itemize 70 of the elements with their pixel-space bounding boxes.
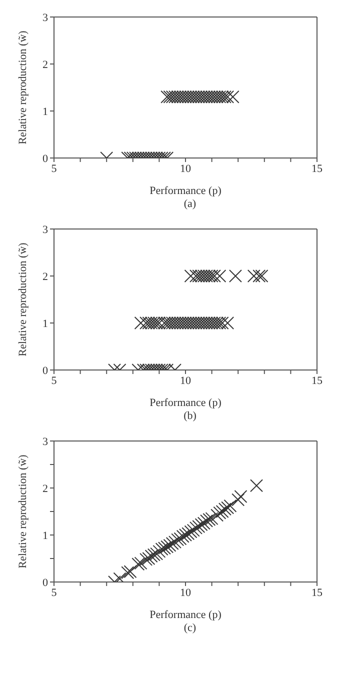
text: (a) xyxy=(182,198,198,210)
x-axis-title: Performance (p) xyxy=(150,609,222,621)
point xyxy=(163,538,176,552)
point xyxy=(174,532,187,546)
y-tick-label: 1 xyxy=(42,530,48,542)
y-tick-label: 0 xyxy=(42,152,48,165)
y-tick-label: 2 xyxy=(42,270,48,283)
point xyxy=(247,270,260,282)
y-tick-label: 1 xyxy=(42,106,48,118)
point xyxy=(213,506,226,520)
point xyxy=(221,501,234,514)
point xyxy=(252,270,266,282)
point xyxy=(140,552,153,566)
point xyxy=(160,540,174,554)
point xyxy=(192,520,206,534)
point xyxy=(171,533,184,546)
point xyxy=(234,490,248,503)
text: (c) xyxy=(182,622,198,634)
y-tick-label: 3 xyxy=(42,436,48,448)
y-axis-title: Relative reproduction (w̃) xyxy=(16,30,29,144)
point xyxy=(155,542,168,556)
point xyxy=(184,525,198,538)
y-tick-label: 3 xyxy=(42,224,48,236)
point xyxy=(210,508,224,522)
x-tick-label: 5 xyxy=(51,374,58,387)
y-axis-title: Relative reproduction (w̃) xyxy=(16,454,29,568)
point xyxy=(142,552,156,565)
point xyxy=(182,527,195,540)
point xyxy=(205,512,218,526)
point xyxy=(224,499,237,512)
point xyxy=(176,530,190,543)
point xyxy=(250,479,264,492)
y-tick-label: 2 xyxy=(42,482,48,495)
point xyxy=(166,536,179,550)
x-axis-title: Performance (p) xyxy=(150,185,222,197)
y-tick-label: 0 xyxy=(42,576,48,589)
x-tick-label: 10 xyxy=(180,162,192,175)
x-tick-label: 5 xyxy=(51,586,58,599)
point xyxy=(179,528,192,542)
x-tick-label: 10 xyxy=(180,586,192,599)
y-tick-label: 1 xyxy=(42,318,48,330)
y-tick-label: 0 xyxy=(42,364,48,377)
point xyxy=(194,518,208,532)
point xyxy=(197,516,210,530)
text: (b) xyxy=(182,410,198,422)
point xyxy=(158,542,171,555)
y-tick-label: 3 xyxy=(42,12,48,24)
point xyxy=(186,524,200,537)
point xyxy=(144,550,158,563)
point xyxy=(216,505,229,518)
point xyxy=(150,547,164,560)
point xyxy=(202,512,216,526)
y-axis-title: Relative reproduction (w̃) xyxy=(16,242,29,356)
x-tick-label: 15 xyxy=(312,374,323,387)
point xyxy=(132,558,145,571)
x-tick-label: 15 xyxy=(312,586,323,599)
point xyxy=(124,565,137,578)
point xyxy=(147,548,160,562)
point xyxy=(121,566,134,580)
x-tick-label: 5 xyxy=(51,162,58,175)
point xyxy=(134,556,148,570)
x-axis-title: Performance (p) xyxy=(150,397,222,409)
x-tick-label: 15 xyxy=(312,162,323,175)
point xyxy=(190,521,203,534)
point xyxy=(232,493,245,506)
point xyxy=(168,536,182,549)
y-tick-label: 2 xyxy=(42,58,48,71)
point xyxy=(255,270,268,282)
point xyxy=(228,270,242,282)
x-tick-label: 10 xyxy=(180,374,192,387)
